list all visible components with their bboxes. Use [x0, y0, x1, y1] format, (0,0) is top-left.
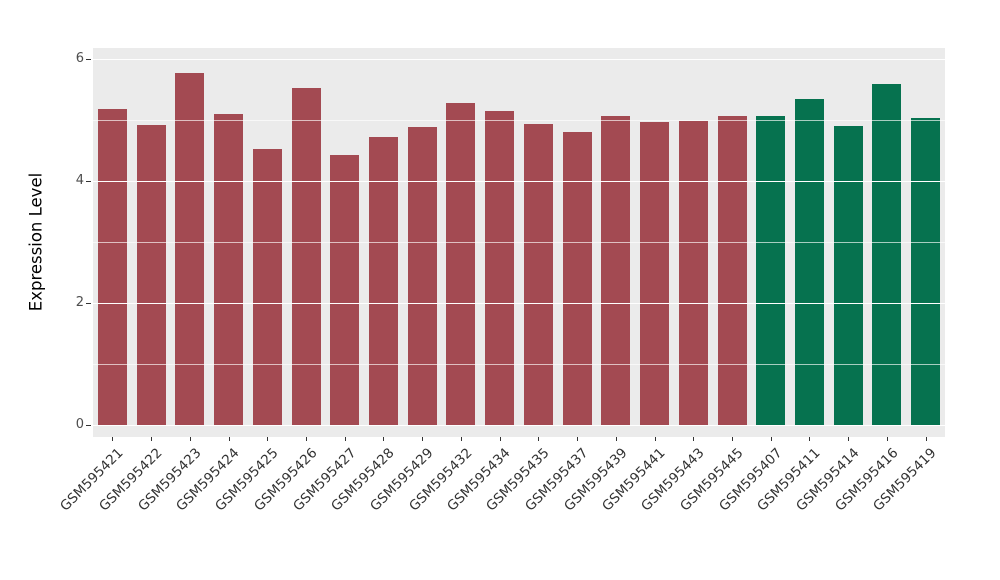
- bar: [330, 154, 360, 425]
- bar: [833, 125, 863, 425]
- x-tick-mark: [460, 437, 462, 441]
- plot-panel: [93, 48, 945, 437]
- x-tick-mark: [693, 437, 695, 441]
- y-tick-label: 4: [75, 173, 84, 188]
- bar: [911, 117, 941, 425]
- x-tick-mark: [848, 437, 850, 441]
- bar: [485, 111, 515, 425]
- x-tick-mark: [189, 437, 191, 441]
- y-tick-mark: [86, 181, 91, 182]
- gridline-major: [93, 302, 945, 304]
- gridline-major: [93, 180, 945, 182]
- x-tick-mark: [112, 437, 114, 441]
- y-tick-mark: [86, 59, 91, 60]
- x-tick-mark: [267, 437, 269, 441]
- bar: [640, 121, 670, 425]
- bar: [97, 109, 127, 425]
- gridline-minor: [93, 364, 945, 365]
- gridline-minor: [93, 242, 945, 243]
- y-tick-mark: [86, 425, 91, 426]
- bar: [794, 99, 824, 425]
- x-tick-mark: [886, 437, 888, 441]
- x-tick-mark: [538, 437, 540, 441]
- bar: [136, 124, 166, 425]
- bar: [368, 137, 398, 425]
- bar: [523, 123, 553, 425]
- x-tick-mark: [344, 437, 346, 441]
- bar: [446, 102, 476, 425]
- x-tick-mark: [383, 437, 385, 441]
- x-tick-mark: [422, 437, 424, 441]
- bar: [291, 88, 321, 425]
- x-tick-mark: [654, 437, 656, 441]
- x-tick-mark: [228, 437, 230, 441]
- x-tick-mark: [577, 437, 579, 441]
- x-tick-mark: [499, 437, 501, 441]
- bar: [175, 73, 205, 425]
- y-tick-label: 0: [75, 417, 84, 432]
- gridline-major: [93, 58, 945, 60]
- x-tick-mark: [732, 437, 733, 441]
- x-tick-mark: [615, 437, 617, 441]
- x-tick-mark: [306, 437, 307, 441]
- bars-container: [93, 48, 945, 437]
- bar: [756, 116, 786, 425]
- gridline-minor: [93, 120, 945, 121]
- gridline-major: [93, 424, 945, 426]
- x-tick-mark: [770, 437, 772, 441]
- y-tick-label: 6: [75, 51, 84, 66]
- bar: [717, 116, 747, 425]
- bar: [601, 115, 631, 425]
- x-tick-mark: [809, 437, 811, 441]
- bar: [214, 113, 244, 425]
- bar: [562, 132, 592, 425]
- bar: [252, 149, 282, 425]
- bar: [872, 84, 902, 425]
- y-axis-title: Expression Level: [26, 172, 46, 312]
- y-tick-mark: [86, 303, 91, 304]
- bar: [678, 120, 708, 425]
- bar: [407, 127, 437, 425]
- y-tick-label: 2: [75, 295, 84, 310]
- x-tick-mark: [151, 437, 153, 441]
- x-tick-mark: [925, 437, 927, 441]
